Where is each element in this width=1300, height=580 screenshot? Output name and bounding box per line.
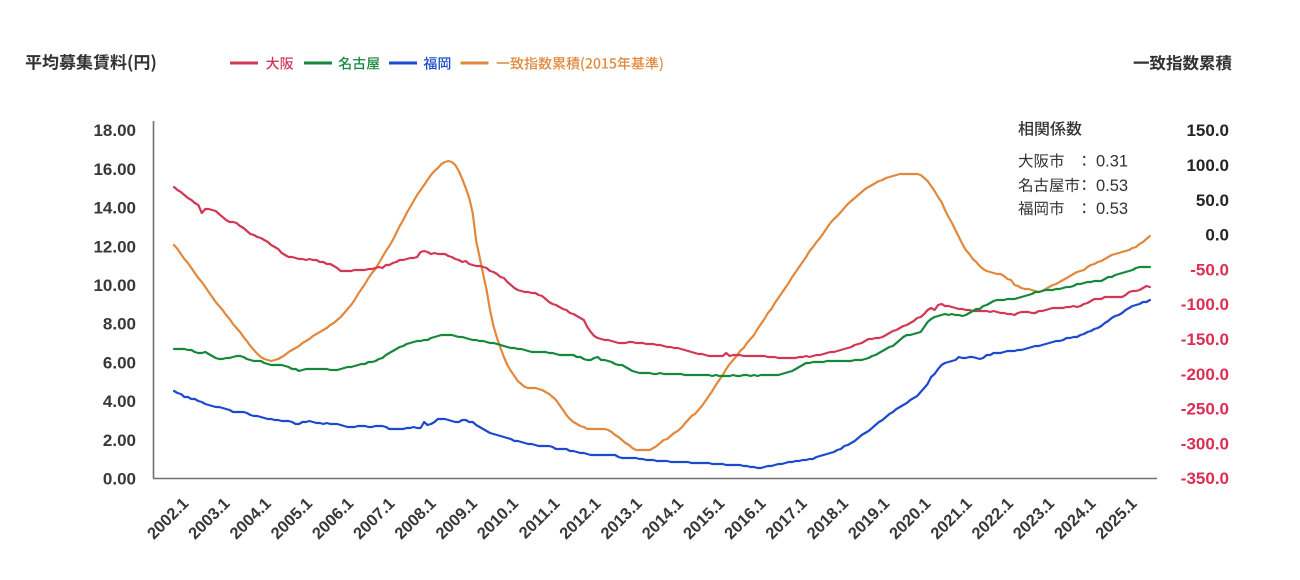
svg-text:2009.1: 2009.1 <box>433 495 481 543</box>
svg-text:2003.1: 2003.1 <box>185 495 233 543</box>
svg-text:8.00: 8.00 <box>103 315 136 334</box>
svg-text:-200.0: -200.0 <box>1181 365 1229 384</box>
svg-text:18.00: 18.00 <box>93 121 136 140</box>
svg-text:0.53: 0.53 <box>1096 200 1128 218</box>
svg-text:16.00: 16.00 <box>93 160 136 179</box>
svg-text:2013.1: 2013.1 <box>597 495 645 543</box>
svg-text:-50.0: -50.0 <box>1190 260 1229 279</box>
svg-text:-300.0: -300.0 <box>1181 434 1229 453</box>
svg-text:2007.1: 2007.1 <box>350 495 398 543</box>
svg-text:14.00: 14.00 <box>93 199 136 218</box>
svg-text:-150.0: -150.0 <box>1181 330 1229 349</box>
svg-text:2005.1: 2005.1 <box>268 495 316 543</box>
svg-text:2010.1: 2010.1 <box>474 495 522 543</box>
svg-text:0.53: 0.53 <box>1096 177 1128 195</box>
svg-text:2023.1: 2023.1 <box>1010 495 1058 543</box>
svg-text:2025.1: 2025.1 <box>1092 495 1140 543</box>
svg-text:50.0: 50.0 <box>1196 191 1229 210</box>
svg-text:2019.1: 2019.1 <box>845 495 893 543</box>
svg-text:150.0: 150.0 <box>1186 121 1229 140</box>
svg-text:2.00: 2.00 <box>103 431 136 450</box>
svg-text:2004.1: 2004.1 <box>226 495 274 543</box>
svg-text:2021.1: 2021.1 <box>927 495 975 543</box>
svg-text:-350.0: -350.0 <box>1181 469 1229 488</box>
svg-text:2016.1: 2016.1 <box>721 495 769 543</box>
svg-text:2024.1: 2024.1 <box>1051 495 1099 543</box>
svg-text:2006.1: 2006.1 <box>309 495 357 543</box>
svg-text:100.0: 100.0 <box>1186 156 1229 175</box>
svg-text:12.00: 12.00 <box>93 237 136 256</box>
svg-text:4.00: 4.00 <box>103 392 136 411</box>
svg-text:-250.0: -250.0 <box>1181 400 1229 419</box>
svg-text:2015.1: 2015.1 <box>680 495 728 543</box>
svg-text:2014.1: 2014.1 <box>639 495 687 543</box>
svg-text:2011.1: 2011.1 <box>516 495 564 543</box>
svg-text:2008.1: 2008.1 <box>391 495 439 543</box>
svg-text:2012.1: 2012.1 <box>556 495 604 543</box>
svg-text:0.0: 0.0 <box>1205 226 1229 245</box>
svg-text:2020.1: 2020.1 <box>886 495 934 543</box>
svg-text:10.00: 10.00 <box>93 276 136 295</box>
svg-text:0.31: 0.31 <box>1096 153 1128 171</box>
svg-text:0.00: 0.00 <box>103 470 136 489</box>
svg-text:2017.1: 2017.1 <box>762 495 810 543</box>
svg-text:6.00: 6.00 <box>103 353 136 372</box>
svg-text:2022.1: 2022.1 <box>969 495 1017 543</box>
svg-text:2002.1: 2002.1 <box>144 495 192 543</box>
svg-text:-100.0: -100.0 <box>1181 295 1229 314</box>
svg-text:2018.1: 2018.1 <box>804 495 852 543</box>
